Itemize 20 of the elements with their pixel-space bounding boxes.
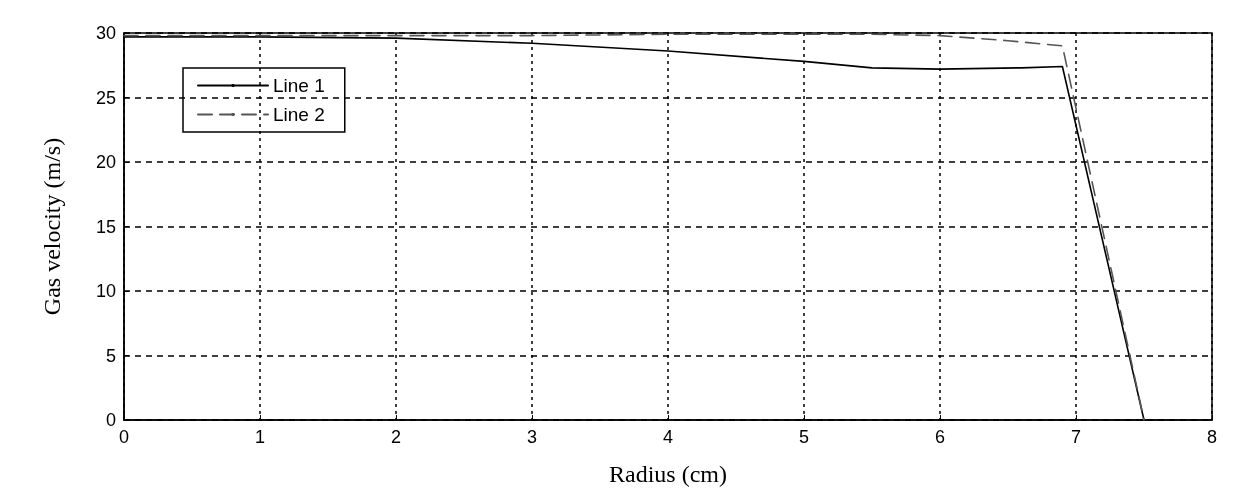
y-tick-label: 0: [105, 410, 116, 430]
legend-label: Line 2: [273, 104, 325, 125]
x-tick-label: 4: [662, 427, 674, 447]
x-tick-label: 1: [254, 427, 266, 447]
x-tick-label: 7: [1070, 427, 1082, 447]
y-tick-label: 10: [95, 281, 116, 301]
x-tick-label: 0: [118, 427, 130, 447]
x-tick-label: 5: [798, 427, 810, 447]
x-tick-label: 2: [390, 427, 402, 447]
y-tick-label: 20: [95, 152, 116, 172]
y-axis-title: Gas velocity (m/s): [39, 137, 65, 316]
x-tick-label: 8: [1206, 427, 1218, 447]
legend-label: Line 1: [273, 75, 325, 96]
x-axis-title: Radius (cm): [609, 461, 727, 487]
y-tick-label: 30: [95, 23, 116, 43]
x-tick-label: 3: [526, 427, 538, 447]
x-tick-label: 6: [934, 427, 946, 447]
y-tick-label: 25: [95, 87, 116, 108]
y-tick-label: 5: [105, 345, 116, 366]
y-tick-label: 15: [95, 216, 116, 237]
